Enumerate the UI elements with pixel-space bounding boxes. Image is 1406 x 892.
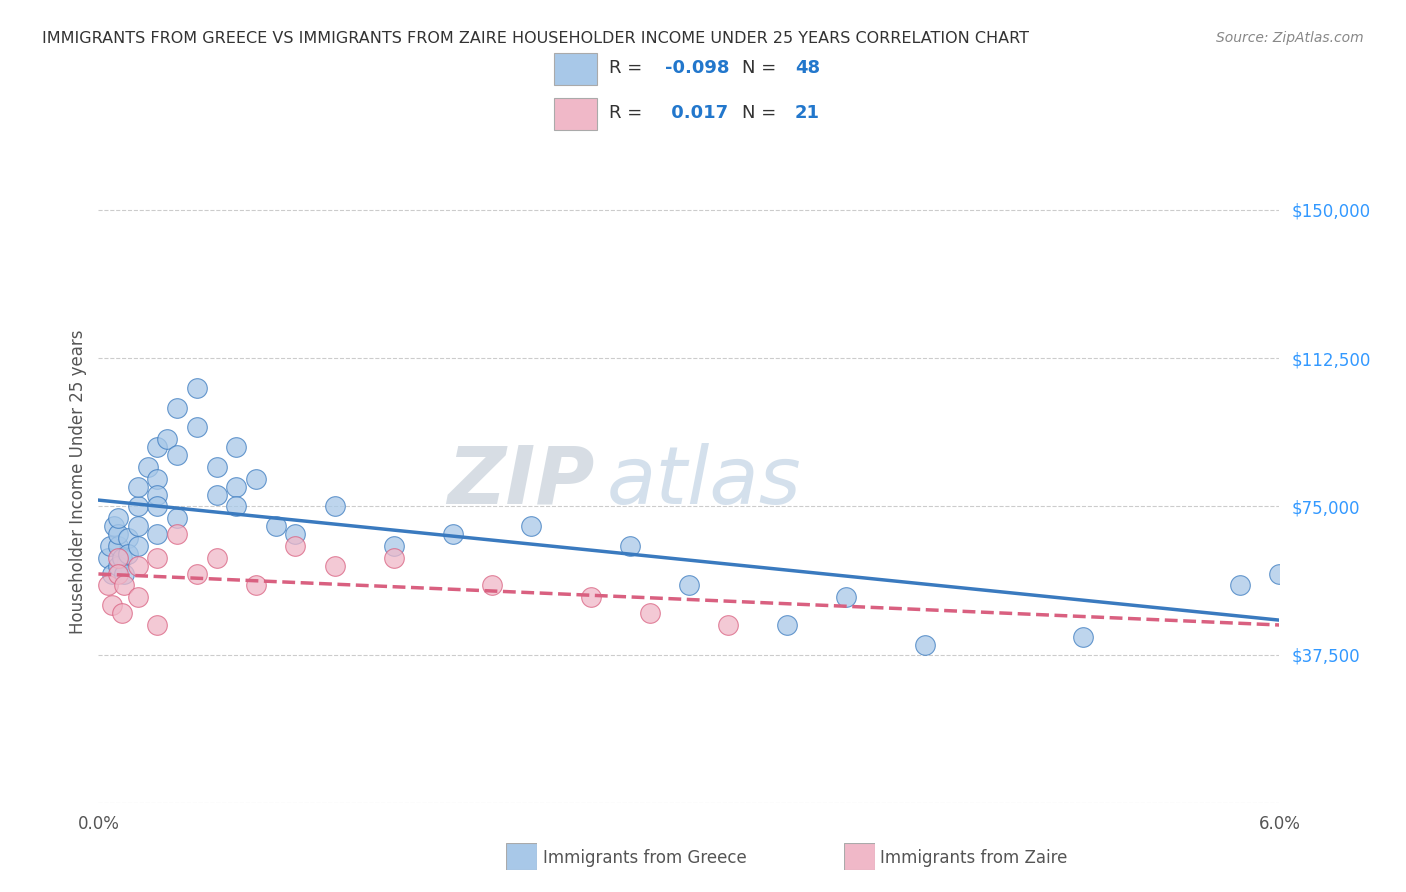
Point xyxy=(166,448,188,462)
Text: 0.017: 0.017 xyxy=(665,104,728,122)
Point xyxy=(156,432,179,446)
FancyBboxPatch shape xyxy=(844,843,875,870)
Point xyxy=(678,578,700,592)
Text: ZIP: ZIP xyxy=(447,442,595,521)
Text: Immigrants from Greece: Immigrants from Greece xyxy=(543,849,747,867)
Text: 21: 21 xyxy=(794,104,820,122)
Point xyxy=(146,618,169,632)
Point xyxy=(264,519,287,533)
Point xyxy=(776,618,799,632)
Point xyxy=(146,472,169,486)
Point xyxy=(127,480,149,494)
Point xyxy=(103,519,125,533)
Point xyxy=(186,381,208,395)
Point xyxy=(166,527,188,541)
Point xyxy=(107,566,129,581)
Point xyxy=(205,487,228,501)
Point xyxy=(117,547,139,561)
Point xyxy=(245,472,267,486)
Text: Source: ZipAtlas.com: Source: ZipAtlas.com xyxy=(1216,31,1364,45)
Point xyxy=(127,591,149,605)
Text: N =: N = xyxy=(742,104,782,122)
Point xyxy=(1268,566,1291,581)
FancyBboxPatch shape xyxy=(554,98,598,130)
Text: R =: R = xyxy=(609,59,648,77)
Point xyxy=(205,459,228,474)
Point xyxy=(117,531,139,545)
Point xyxy=(717,618,740,632)
Point xyxy=(146,500,169,514)
Y-axis label: Householder Income Under 25 years: Householder Income Under 25 years xyxy=(69,329,87,634)
Point xyxy=(127,500,149,514)
Point xyxy=(186,420,208,434)
Point xyxy=(111,606,134,620)
FancyBboxPatch shape xyxy=(554,53,598,85)
Point xyxy=(166,511,188,525)
Point xyxy=(107,511,129,525)
Point xyxy=(97,550,120,565)
Point xyxy=(146,487,169,501)
Point xyxy=(284,539,307,553)
Point xyxy=(98,539,121,553)
Point xyxy=(441,527,464,541)
Point xyxy=(97,578,120,592)
Point xyxy=(323,558,346,573)
Point xyxy=(481,578,503,592)
Point xyxy=(1229,578,1251,592)
Point xyxy=(225,500,247,514)
Point xyxy=(112,566,135,581)
Point xyxy=(146,527,169,541)
Text: R =: R = xyxy=(609,104,648,122)
Point xyxy=(1071,630,1094,644)
Text: N =: N = xyxy=(742,59,782,77)
FancyBboxPatch shape xyxy=(506,843,537,870)
Point xyxy=(205,550,228,565)
Point xyxy=(323,500,346,514)
Point xyxy=(146,440,169,454)
Point xyxy=(136,459,159,474)
Point xyxy=(284,527,307,541)
Point xyxy=(225,440,247,454)
Point xyxy=(107,558,129,573)
Point xyxy=(914,638,936,652)
Point xyxy=(101,598,124,612)
Text: Immigrants from Zaire: Immigrants from Zaire xyxy=(880,849,1067,867)
Point xyxy=(520,519,543,533)
Point xyxy=(166,401,188,415)
Point xyxy=(245,578,267,592)
Point xyxy=(107,539,129,553)
Point xyxy=(127,558,149,573)
Point xyxy=(127,519,149,533)
Point xyxy=(835,591,858,605)
Point xyxy=(101,566,124,581)
Point xyxy=(127,539,149,553)
Point xyxy=(638,606,661,620)
Text: atlas: atlas xyxy=(606,442,801,521)
Point xyxy=(107,550,129,565)
Point xyxy=(112,578,135,592)
Point xyxy=(111,550,134,565)
Point xyxy=(146,550,169,565)
Point xyxy=(579,591,602,605)
Point xyxy=(619,539,641,553)
Point xyxy=(382,539,405,553)
Point xyxy=(107,527,129,541)
Text: -0.098: -0.098 xyxy=(665,59,730,77)
Point xyxy=(186,566,208,581)
Text: 48: 48 xyxy=(794,59,820,77)
Point xyxy=(382,550,405,565)
Text: IMMIGRANTS FROM GREECE VS IMMIGRANTS FROM ZAIRE HOUSEHOLDER INCOME UNDER 25 YEAR: IMMIGRANTS FROM GREECE VS IMMIGRANTS FRO… xyxy=(42,31,1029,46)
Point xyxy=(225,480,247,494)
